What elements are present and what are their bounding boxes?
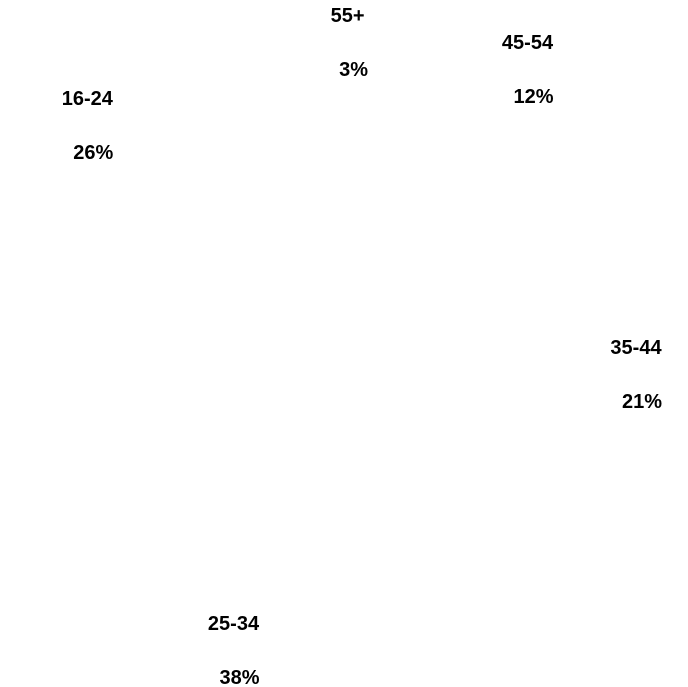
slice-value-label: 12%	[513, 86, 553, 108]
slice-category-label: 45-54	[502, 32, 554, 54]
slice-category-label: 55+	[331, 5, 365, 27]
slice-category-label: 16-24	[62, 88, 114, 110]
slice-value-label: 26%	[73, 142, 113, 164]
slice-value-label: 3%	[339, 59, 368, 81]
slice-category-label: 25-34	[208, 613, 260, 635]
slice-label-group: 35-44 21%	[610, 337, 662, 413]
slice-label-group: 25-34 38%	[208, 613, 260, 687]
slice-labels: 55+ 3% 45-54 12% 35-44 21% 25-34 38% 16-24 26%	[62, 5, 663, 687]
slice-value-label: 21%	[622, 391, 662, 413]
slice-value-label: 38%	[219, 667, 259, 687]
slice-label-group: 45-54 12%	[502, 32, 554, 108]
slice-label-group: 55+ 3%	[331, 5, 369, 81]
slice-category-label: 35-44	[610, 337, 662, 359]
slice-label-group: 16-24 26%	[62, 88, 114, 164]
